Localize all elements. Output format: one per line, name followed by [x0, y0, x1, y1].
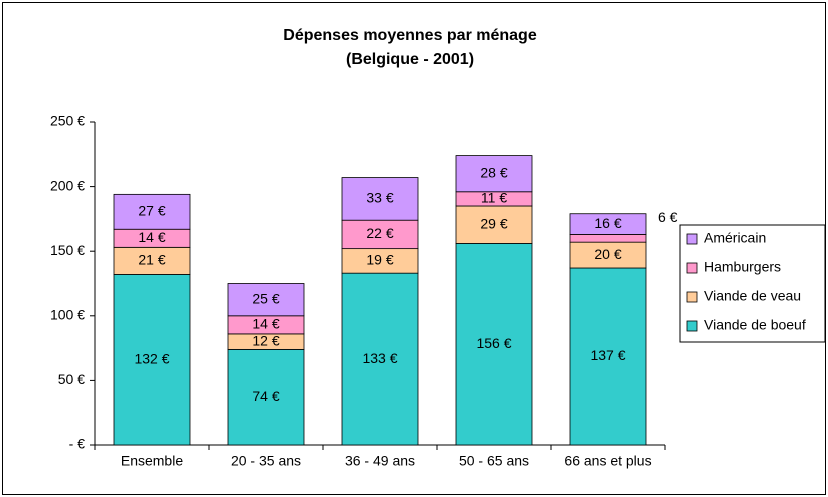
legend-label: Américain	[704, 230, 766, 246]
x-tick-label: 36 - 49 ans	[345, 453, 415, 469]
data-label: 137 €	[590, 347, 625, 363]
data-label: 28 €	[480, 164, 507, 180]
y-tick-label: - €	[69, 436, 86, 452]
legend-swatch	[686, 233, 698, 245]
legend-label: Hamburgers	[704, 259, 781, 275]
data-label: 14 €	[252, 316, 279, 332]
legend-label: Viande de veau	[704, 288, 801, 304]
bar-segment	[341, 219, 419, 250]
data-label: 12 €	[252, 332, 279, 348]
bar-segment	[113, 193, 191, 230]
bar-segment	[113, 274, 191, 446]
y-tick-label: 150 €	[50, 242, 85, 258]
data-label: 29 €	[480, 215, 507, 231]
bar-segment	[227, 283, 305, 317]
y-tick-label: 50 €	[58, 371, 85, 387]
data-label: 33 €	[366, 190, 393, 206]
chart-title: Dépenses moyennes par ménage	[283, 27, 537, 44]
x-tick-label: 66 ans et plus	[564, 453, 651, 469]
data-label: 74 €	[252, 388, 279, 404]
y-tick-label: 200 €	[50, 177, 85, 193]
data-label: 22 €	[366, 225, 393, 241]
bar-segment	[341, 272, 419, 446]
y-tick-label: 100 €	[50, 307, 85, 323]
data-label: 19 €	[366, 252, 393, 268]
x-tick-label: Ensemble	[121, 453, 183, 469]
bar-segment	[341, 177, 419, 221]
data-label: 156 €	[476, 335, 511, 351]
x-tick-label: 20 - 35 ans	[231, 453, 301, 469]
bar-segment	[569, 234, 647, 243]
bar-segment	[113, 246, 191, 275]
data-label: 14 €	[138, 229, 165, 245]
bar-segment	[569, 241, 647, 269]
legend-swatch	[686, 320, 698, 332]
bar-segment	[569, 213, 647, 235]
bar-segment	[569, 267, 647, 446]
data-label: 11 €	[481, 190, 507, 206]
data-label: 6 €	[658, 209, 678, 225]
bar-segment	[341, 248, 419, 274]
data-label: 133 €	[362, 350, 397, 366]
legend-swatch	[686, 262, 698, 274]
bar-segment	[455, 155, 533, 193]
y-tick-label: 250 €	[50, 113, 85, 129]
x-tick-label: 50 - 65 ans	[459, 453, 529, 469]
bar-segment	[227, 348, 305, 446]
chart-subtitle: (Belgique - 2001)	[346, 51, 474, 68]
data-label: 16 €	[594, 215, 621, 231]
data-label: 20 €	[594, 246, 621, 262]
legend-box	[679, 224, 826, 343]
legend-label: Viande de boeuf	[704, 317, 806, 333]
data-label: 132 €	[134, 350, 169, 366]
data-label: 21 €	[138, 252, 165, 268]
data-label: 27 €	[138, 202, 165, 218]
legend-swatch	[686, 291, 698, 303]
data-label: 25 €	[252, 290, 279, 306]
